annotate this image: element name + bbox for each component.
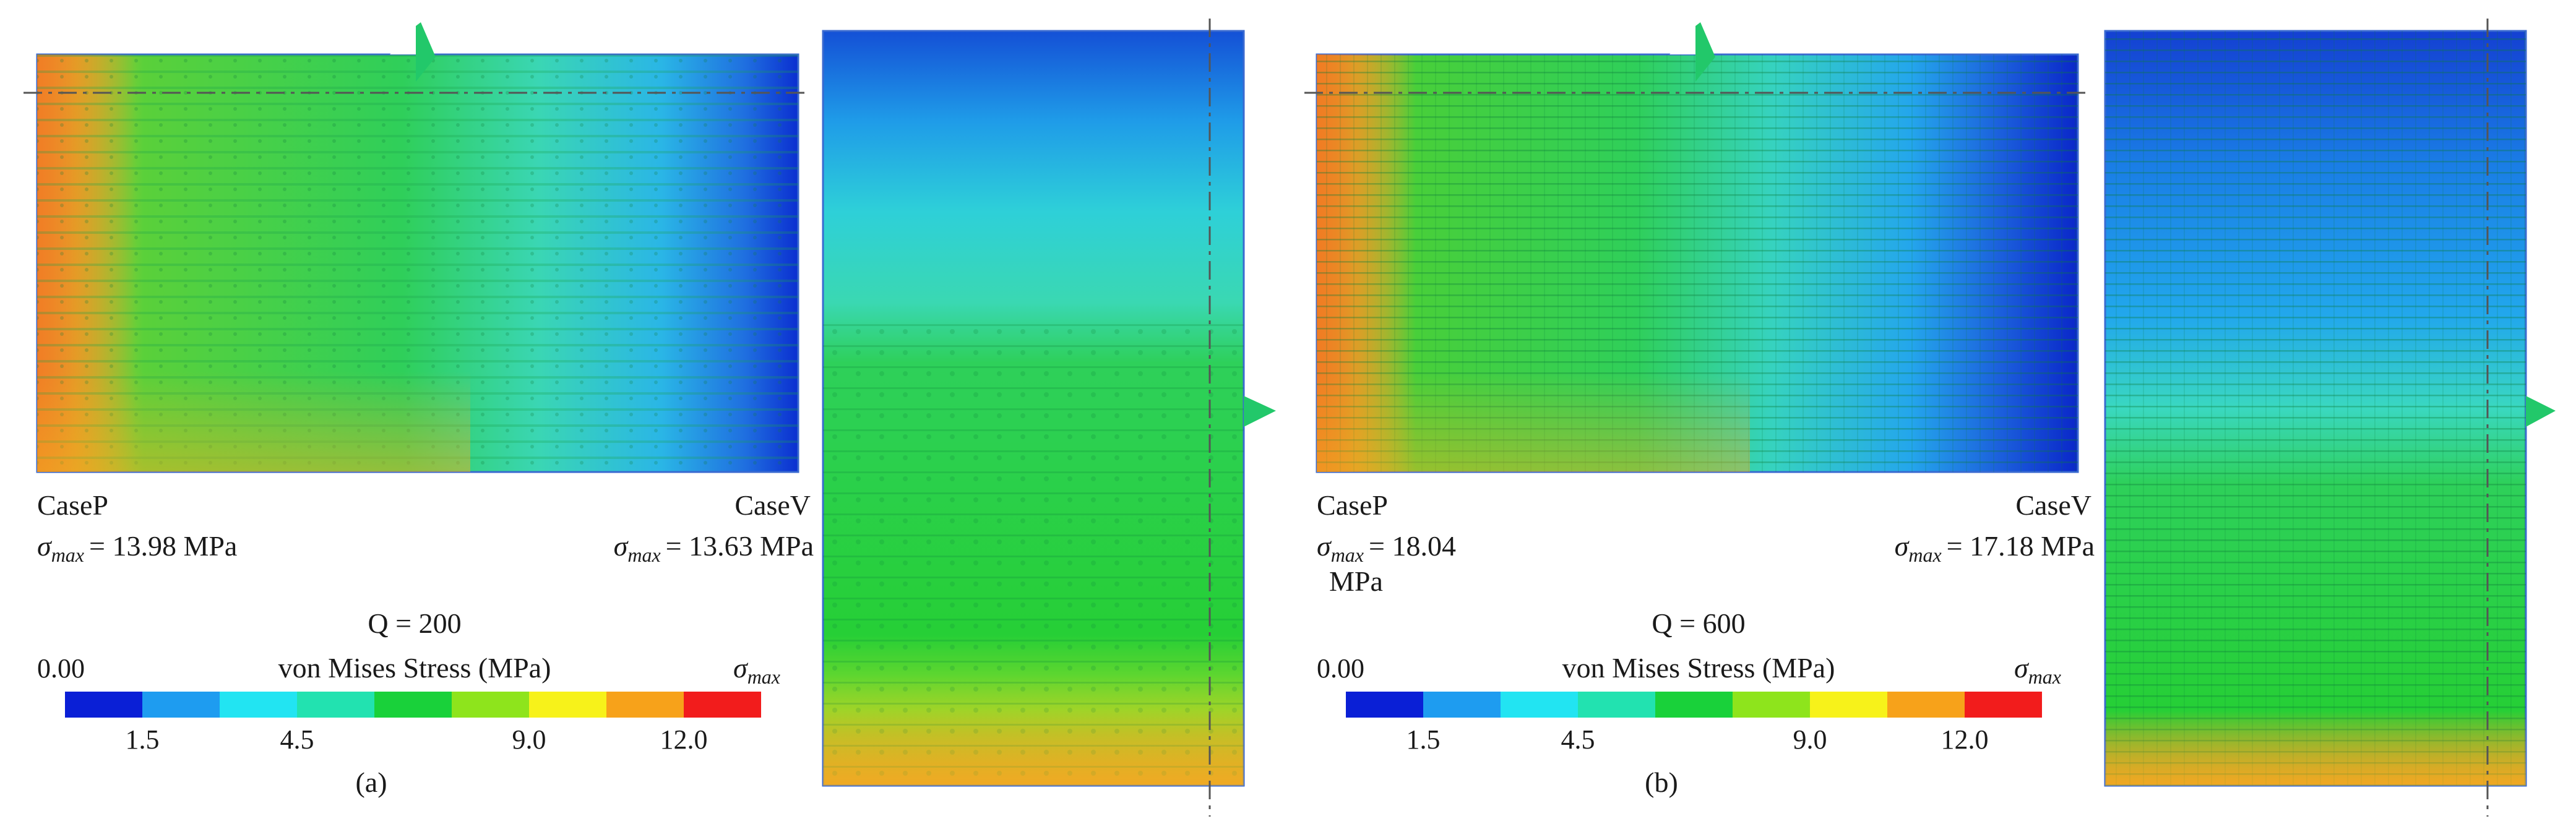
contour-map-side-view-b xyxy=(2104,30,2556,787)
panel-label-a: (a) xyxy=(355,766,387,798)
colorbar-max-label: σmax xyxy=(733,652,780,688)
colorbar-title: von Mises Stress (MPa) xyxy=(278,652,551,684)
colorbar-swatch xyxy=(142,692,220,718)
colorbar-b: 0.00 von Mises Stress (MPa) σmax 1.5 4.5 9… xyxy=(1317,652,2061,755)
colorbar-tick-label: 12.0 xyxy=(1941,724,1989,755)
colorbar-swatch xyxy=(297,692,374,718)
colorbar-swatch xyxy=(1578,692,1655,718)
colorbar-swatch xyxy=(220,692,297,718)
case-p-label-b: CaseP xyxy=(1317,489,1388,521)
colorbar-swatch xyxy=(1810,692,1887,718)
colorbar-swatch xyxy=(374,692,452,718)
colorbar-tick-label: 12.0 xyxy=(660,724,708,755)
contour-map-side-view-a xyxy=(822,30,1276,787)
colorbar-swatch xyxy=(529,692,606,718)
colorbar-swatch xyxy=(1346,692,1423,718)
colorbar-swatch xyxy=(684,692,761,718)
sigma-max-casep-b: σmax = 18.04 xyxy=(1317,530,1456,566)
colorbar-tick-label: 4.5 xyxy=(1561,724,1595,755)
case-v-label-a: CaseV xyxy=(734,489,811,521)
colorbar-tick-label: 9.0 xyxy=(1793,724,1827,755)
colorbar-swatch xyxy=(1965,692,2042,718)
sigma-max-casev-b: σmax = 17.18 MPa xyxy=(1895,530,2095,566)
colorbar-min-label: 0.00 xyxy=(37,653,85,684)
case-v-label-b: CaseV xyxy=(2015,489,2091,521)
colorbar-tick-label: 9.0 xyxy=(512,724,546,755)
panel-label-b: (b) xyxy=(1645,766,1678,798)
colorbar-swatch xyxy=(606,692,684,718)
panel-b: CaseP CaseV σmax = 18.04 MPa σmax = 17.18 … xyxy=(1304,19,2556,817)
contour-map-top-view-a xyxy=(36,22,799,473)
colorbar-swatch xyxy=(1887,692,1965,718)
colorbar-a: 0.00 von Mises Stress (MPa) σmax 1.5 4.5 9… xyxy=(37,652,780,755)
colorbar-tick-label: 1.5 xyxy=(126,724,160,755)
contour-map-top-view-b xyxy=(1316,22,2079,473)
q-label-b: Q = 600 xyxy=(1652,607,1745,639)
sigma-max-casep-unit-b: MPa xyxy=(1329,565,1383,597)
colorbar-tick-label: 1.5 xyxy=(1406,724,1441,755)
colorbar-title: von Mises Stress (MPa) xyxy=(1562,652,1835,684)
colorbar-swatch xyxy=(65,692,142,718)
sigma-max-casep-a: σmax = 13.98 MPa xyxy=(37,530,237,566)
colorbar-swatch xyxy=(452,692,529,718)
colorbar-swatch xyxy=(1655,692,1733,718)
colorbar-max-label: σmax xyxy=(2014,652,2061,688)
colorbar-tick-label: 4.5 xyxy=(280,724,314,755)
case-p-label-a: CaseP xyxy=(37,489,108,521)
colorbar-swatch xyxy=(1501,692,1578,718)
panel-a: CaseP CaseV σmax = 13.98 MPa σmax = 13.63 … xyxy=(24,19,1276,817)
sigma-max-casev-a: σmax = 13.63 MPa xyxy=(614,530,814,566)
colorbar-swatch xyxy=(1733,692,1810,718)
q-label-a: Q = 200 xyxy=(368,607,461,639)
colorbar-swatch xyxy=(1423,692,1501,718)
colorbar-min-label: 0.00 xyxy=(1317,653,1364,684)
